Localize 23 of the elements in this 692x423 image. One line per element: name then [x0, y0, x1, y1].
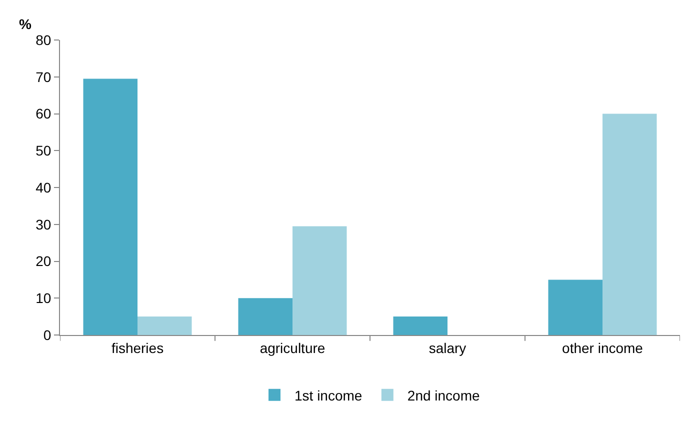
x-tick-label: fisheries: [111, 340, 164, 356]
bar: [602, 114, 657, 335]
y-tick-label: 10: [36, 290, 52, 306]
y-tick-label: 40: [36, 179, 52, 196]
y-tick-label: 80: [36, 32, 52, 48]
y-tick-label: 70: [36, 68, 52, 85]
y-tick-label: 0: [43, 326, 52, 343]
bar: [238, 298, 292, 335]
bar: [292, 226, 347, 335]
y-tick-label: 60: [36, 106, 52, 122]
x-tick-label: agriculture: [260, 340, 326, 356]
bar: [83, 78, 138, 335]
bar: [393, 316, 448, 335]
x-tick-label: salary: [428, 340, 466, 356]
legend-label: 1st income: [294, 387, 362, 404]
bar: [548, 280, 602, 335]
y-tick-label: 50: [36, 142, 52, 159]
y-tick-label: 20: [36, 253, 52, 270]
x-tick-label: other income: [562, 340, 644, 356]
y-axis-title: %: [19, 16, 32, 32]
legend-label: 2nd income: [407, 387, 480, 404]
y-tick-label: 30: [36, 216, 52, 232]
bar: [138, 316, 192, 335]
